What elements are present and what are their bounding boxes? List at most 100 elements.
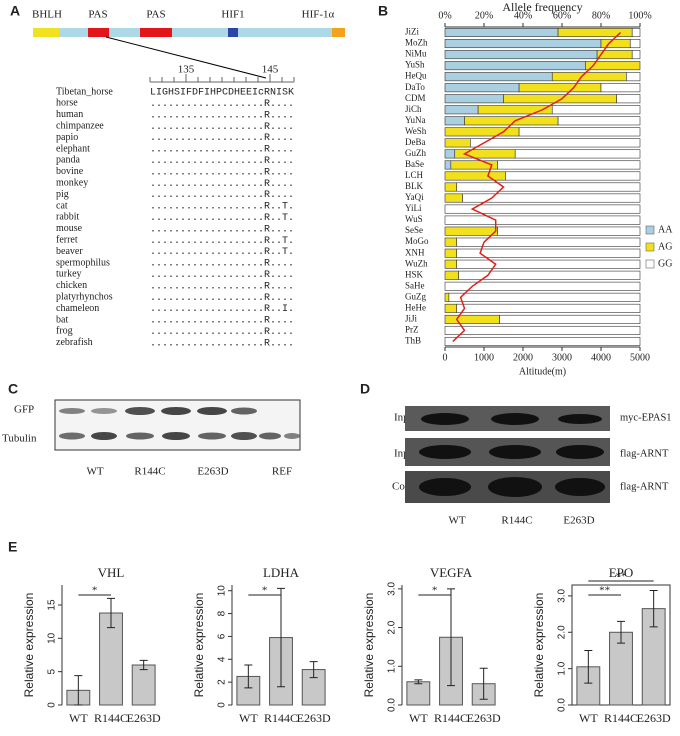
- chart-title: VEGFA: [430, 565, 473, 580]
- category-label: HeHe: [405, 302, 426, 312]
- x-tick-label: E263D: [127, 711, 161, 725]
- species-name: bat: [56, 314, 68, 325]
- x-tick-label: E263D: [637, 711, 671, 725]
- sequence: ...................R....: [150, 270, 294, 281]
- blot-row-label: GFP: [14, 404, 34, 416]
- zoom-line: [105, 36, 267, 79]
- species-name: frog: [56, 326, 73, 337]
- category-label: JiJi: [405, 313, 418, 323]
- species-name: human: [56, 109, 83, 120]
- x-tick-label: E263D: [467, 711, 501, 725]
- bar-segment: [514, 149, 641, 159]
- bar-segment: [444, 171, 506, 181]
- bar: [131, 664, 156, 706]
- y-tick-label: 0: [217, 702, 228, 708]
- sequence: ...................R..T.: [150, 213, 294, 224]
- x2-tick-label: 0: [443, 352, 448, 363]
- significance-label: *: [92, 585, 98, 597]
- species-name: cat: [56, 200, 68, 211]
- y-tick-label: 5: [47, 668, 58, 674]
- chart-title: EPO: [609, 565, 634, 580]
- bar-segment: [444, 160, 452, 170]
- category-label: MoZh: [405, 38, 428, 48]
- sequence: ...................R..T.: [150, 202, 294, 213]
- sequence: ...................R....: [150, 99, 294, 110]
- lane-label: E263D: [563, 515, 594, 527]
- bar-segment: [444, 72, 553, 82]
- error-bar: [447, 588, 455, 687]
- domain-label: PAS: [88, 9, 107, 21]
- species-name: horse: [56, 98, 78, 109]
- x-tick-label: R144C: [604, 711, 638, 725]
- chart-title: VHL: [98, 565, 125, 580]
- bar: [406, 681, 431, 706]
- species-name: chicken: [56, 280, 87, 291]
- species-name: panda: [56, 155, 80, 166]
- category-label: WeSh: [405, 126, 427, 136]
- lane-label: E263D: [197, 466, 228, 478]
- error-bar: [584, 649, 593, 684]
- sequence: ...................R....: [150, 145, 294, 156]
- bar-segment: [456, 248, 641, 258]
- category-label: DeBa: [405, 137, 426, 147]
- sequence: ...................R....: [150, 327, 294, 338]
- significance-label: **: [616, 571, 627, 583]
- significance-label: *: [262, 585, 268, 597]
- y-tick-label: 0.0: [557, 698, 568, 712]
- x-tick-label: 60%: [553, 10, 571, 21]
- x-tick-label: E263D: [297, 711, 331, 725]
- error-bar: [479, 667, 488, 700]
- legend-label: AG: [658, 241, 672, 252]
- category-label: WuS: [405, 214, 423, 224]
- x2-tick-label: 5000: [630, 352, 650, 363]
- species-name: platyrhynchos: [56, 291, 113, 302]
- y-tick-label: 2: [217, 679, 228, 685]
- species-name: bovine: [56, 166, 84, 177]
- bar-segment: [444, 39, 602, 49]
- domain: [88, 28, 109, 37]
- blot-target-label: myc-EPAS1: [620, 412, 672, 423]
- y-tick-label: 4: [217, 656, 228, 662]
- category-label: MoGo: [405, 236, 429, 246]
- bar-segment: [518, 127, 641, 137]
- x-tick-label: WT: [409, 711, 428, 725]
- chart-title: Allele frequency: [502, 0, 582, 14]
- bar-segment: [444, 325, 641, 335]
- bar-segment: [444, 204, 641, 214]
- bar-segment: [505, 171, 641, 181]
- blot-target-label: flag-ARNT: [620, 481, 669, 492]
- bar-segment: [444, 127, 520, 137]
- x-tick-label: WT: [579, 711, 598, 725]
- category-label: WuZh: [405, 258, 428, 268]
- bar-segment: [600, 83, 641, 93]
- category-label: BaSe: [405, 159, 424, 169]
- category-label: HSK: [405, 269, 424, 279]
- bar-segment: [444, 336, 641, 346]
- x2-tick-label: 3000: [552, 352, 572, 363]
- domain: [140, 28, 172, 37]
- sequence: ...................R....: [150, 167, 294, 178]
- y-axis-label: Relative expression: [22, 593, 36, 698]
- bar-segment: [444, 314, 500, 324]
- category-label: JiCh: [405, 104, 422, 114]
- species-name: spermophilus: [56, 257, 110, 268]
- x2-tick-label: 2000: [513, 352, 533, 363]
- bar-segment: [600, 39, 631, 49]
- sequence: ...................R....: [150, 190, 294, 201]
- bar-segment: [444, 226, 498, 236]
- bar-segment: [444, 193, 463, 203]
- bar-segment: [585, 61, 641, 71]
- x-tick-label: WT: [239, 711, 258, 725]
- bar-segment: [444, 303, 457, 313]
- bar-segment: [499, 314, 641, 324]
- category-label: GuZh: [405, 148, 426, 158]
- category-label: HeQu: [405, 71, 427, 81]
- bar-segment: [626, 72, 641, 82]
- ruler-label: 135: [178, 64, 195, 76]
- significance-label: **: [599, 585, 610, 597]
- species-name: chameleon: [56, 303, 99, 314]
- error-bar: [139, 659, 148, 671]
- sequence: ...................R....: [150, 133, 294, 144]
- x-tick-label: 0%: [438, 10, 451, 21]
- bar-segment: [444, 292, 450, 302]
